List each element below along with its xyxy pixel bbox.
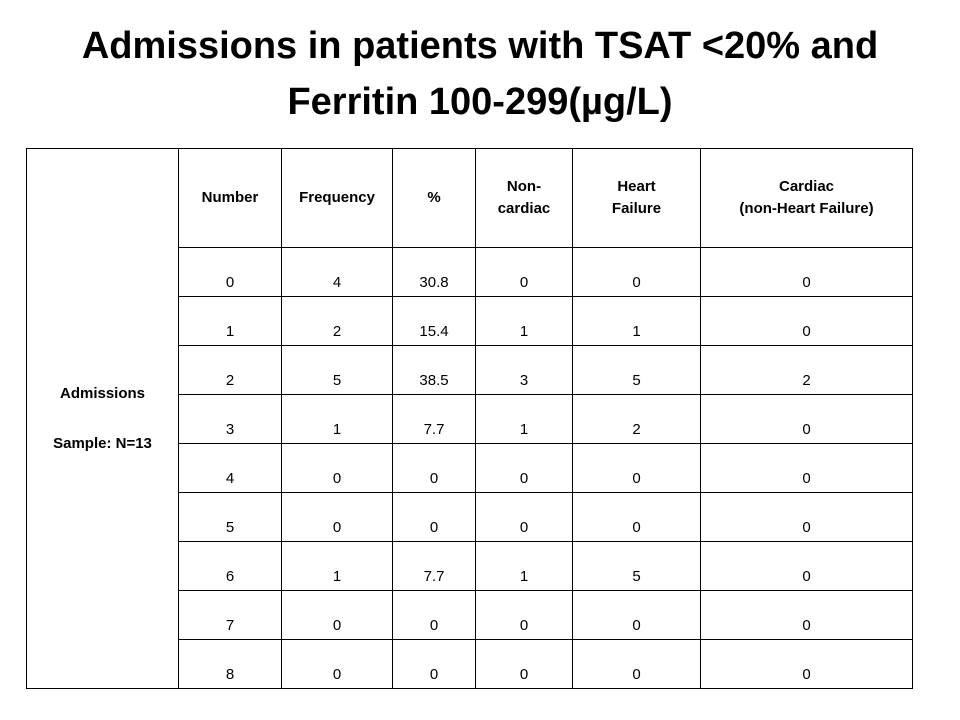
- cell-frequency: 2: [281, 296, 393, 346]
- header-number: Number: [178, 148, 282, 248]
- table-row: 4 0 0 0 0 0: [27, 443, 913, 493]
- cell-number: 4: [178, 443, 282, 493]
- cell-number: 0: [178, 247, 282, 297]
- cell-number: 8: [178, 639, 282, 689]
- header-cardiac-non-hf: Cardiac (non-Heart Failure): [700, 148, 913, 248]
- table-header-row: Admissions Sample: N=13 Number Frequency…: [26, 148, 913, 689]
- cell-number: 2: [178, 345, 282, 395]
- cell-percent: 7.7: [392, 394, 476, 444]
- admissions-side-label: Admissions Sample: N=13: [26, 148, 179, 689]
- cell-frequency: 0: [281, 443, 393, 493]
- cell-frequency: 4: [281, 247, 393, 297]
- cell-cardiac-non-hf: 0: [700, 296, 913, 346]
- cell-heart-failure: 0: [572, 492, 701, 542]
- cell-heart-failure: 5: [572, 345, 701, 395]
- table-row: 1 2 15.4 1 1 0: [27, 296, 913, 346]
- cell-non-cardiac: 0: [475, 247, 573, 297]
- cell-frequency: 5: [281, 345, 393, 395]
- cell-cardiac-non-hf: 0: [700, 639, 913, 689]
- cell-non-cardiac: 0: [475, 443, 573, 493]
- cell-heart-failure: 2: [572, 394, 701, 444]
- cell-frequency: 1: [281, 394, 393, 444]
- cell-heart-failure: 1: [572, 296, 701, 346]
- cell-cardiac-non-hf: 0: [700, 394, 913, 444]
- table-row: 3 1 7.7 1 2 0: [27, 394, 913, 444]
- admissions-table-body: Admissions Sample: N=13 Number Frequency…: [26, 148, 913, 689]
- cell-number: 6: [178, 541, 282, 591]
- cell-heart-failure: 0: [572, 443, 701, 493]
- cell-frequency: 0: [281, 492, 393, 542]
- cell-heart-failure: 0: [572, 639, 701, 689]
- cell-percent: 15.4: [392, 296, 476, 346]
- cell-percent: 0: [392, 443, 476, 493]
- table-row: 7 0 0 0 0 0: [27, 590, 913, 640]
- cell-cardiac-non-hf: 2: [700, 345, 913, 395]
- cell-cardiac-non-hf: 0: [700, 590, 913, 640]
- cell-number: 7: [178, 590, 282, 640]
- cell-heart-failure: 0: [572, 247, 701, 297]
- cell-cardiac-non-hf: 0: [700, 247, 913, 297]
- table-row: 5 0 0 0 0 0: [27, 492, 913, 542]
- cell-non-cardiac: 0: [475, 639, 573, 689]
- header-frequency: Frequency: [281, 148, 393, 248]
- cell-cardiac-non-hf: 0: [700, 492, 913, 542]
- cell-heart-failure: 5: [572, 541, 701, 591]
- cell-percent: 30.8: [392, 247, 476, 297]
- cell-non-cardiac: 0: [475, 590, 573, 640]
- cell-number: 3: [178, 394, 282, 444]
- cell-cardiac-non-hf: 0: [700, 541, 913, 591]
- side-label-admissions: Admissions: [59, 384, 146, 402]
- cell-non-cardiac: 0: [475, 492, 573, 542]
- cell-frequency: 0: [281, 590, 393, 640]
- side-label-sample: Sample: N=13: [53, 434, 152, 452]
- cell-non-cardiac: 1: [475, 541, 573, 591]
- cell-non-cardiac: 1: [475, 296, 573, 346]
- cell-percent: 0: [392, 492, 476, 542]
- cell-percent: 38.5: [392, 345, 476, 395]
- slide-title-line-1: Admissions in patients with TSAT <20% an…: [81, 25, 879, 67]
- cell-frequency: 1: [281, 541, 393, 591]
- cell-heart-failure: 0: [572, 590, 701, 640]
- cell-non-cardiac: 1: [475, 394, 573, 444]
- cell-cardiac-non-hf: 0: [700, 443, 913, 493]
- cell-percent: 0: [392, 590, 476, 640]
- slide-title: Admissions in patients with TSAT <20% an…: [0, 18, 960, 130]
- cell-frequency: 0: [281, 639, 393, 689]
- header-non-cardiac: Non- cardiac: [475, 148, 573, 248]
- cell-number: 1: [178, 296, 282, 346]
- admissions-table: Admissions Sample: N=13 Number Frequency…: [26, 148, 913, 689]
- cell-percent: 7.7: [392, 541, 476, 591]
- table-row: 0 4 30.8 0 0 0: [27, 247, 913, 297]
- cell-percent: 0: [392, 639, 476, 689]
- cell-number: 5: [178, 492, 282, 542]
- header-heart-failure: Heart Failure: [572, 148, 701, 248]
- slide-title-line-2: Ferritin 100-299(µg/L): [287, 81, 673, 123]
- header-percent: %: [392, 148, 476, 248]
- cell-non-cardiac: 3: [475, 345, 573, 395]
- table-row: 8 0 0 0 0 0: [27, 639, 913, 689]
- table-row: 6 1 7.7 1 5 0: [27, 541, 913, 591]
